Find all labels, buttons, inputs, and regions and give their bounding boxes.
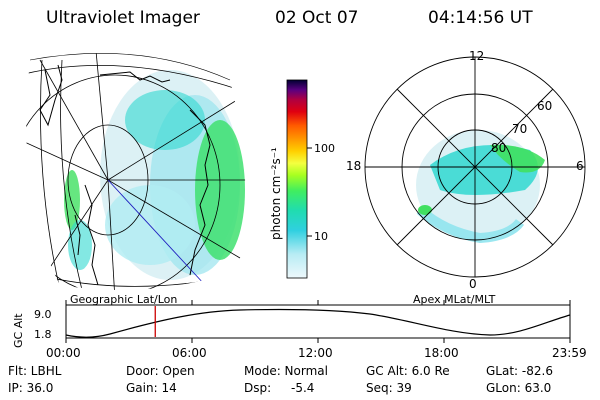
- mlat-label-80: 80: [491, 141, 506, 155]
- apex-polar-plot: [364, 56, 586, 278]
- dsp-value: -5.4: [291, 381, 315, 395]
- seq-info: Seq: 39: [366, 381, 412, 395]
- glat-info: GLat: -82.6: [486, 364, 553, 378]
- mlat-label-60: 60: [537, 99, 552, 113]
- aurora-emission: [68, 220, 92, 270]
- aurora-oval: [418, 205, 432, 215]
- colorbar: [286, 79, 312, 279]
- door-info: Door: Open: [126, 364, 195, 378]
- time-tick: 06:00: [172, 346, 207, 360]
- mlt-label-12: 12: [469, 49, 484, 63]
- aurora-oval: [490, 144, 545, 173]
- ip-info: IP: 36.0: [8, 381, 54, 395]
- gc-alt-info: GC Alt: 6.0 Re: [366, 364, 450, 378]
- mlt-label-18: 18: [346, 159, 361, 173]
- altitude-ytick-1.8: 1.8: [34, 328, 52, 341]
- mlt-label-0: 0: [469, 277, 477, 291]
- gain-info: Gain: 14: [126, 381, 177, 395]
- colorbar-tick-10: 10: [314, 230, 328, 243]
- geo-panel-label: Geographic Lat/Lon: [70, 293, 177, 306]
- aurora-emission: [125, 90, 205, 150]
- filter-info: Flt: LBHL: [8, 364, 62, 378]
- mode-info: Mode: Normal: [244, 364, 328, 378]
- altitude-ylabel: GC Alt: [12, 313, 25, 348]
- time-label: 04:14:56 UT: [428, 8, 533, 28]
- instrument-title: Ultraviolet Imager: [46, 8, 200, 28]
- aurora-oval: [416, 206, 525, 244]
- geographic-map: [26, 53, 246, 291]
- dsp-info: Dsp:: [244, 381, 272, 395]
- colorbar-unit-label: photon cm⁻²s⁻¹: [269, 147, 283, 240]
- time-tick: 00:00: [46, 346, 81, 360]
- date-label: 02 Oct 07: [275, 8, 359, 28]
- colorbar-tick-100: 100: [314, 142, 335, 155]
- altitude-curve: [65, 308, 571, 338]
- time-tick: 23:59: [552, 346, 587, 360]
- mlt-label-6: 6: [576, 159, 584, 173]
- time-tick: 18:00: [424, 346, 459, 360]
- glon-info: GLon: 63.0: [486, 381, 552, 395]
- apex-panel-label: Apex MLat/MLT: [413, 293, 496, 306]
- altitude-timeline: [65, 300, 571, 343]
- altitude-ytick-9: 9.0: [34, 308, 52, 321]
- mlat-label-70: 70: [512, 122, 527, 136]
- time-tick: 12:00: [298, 346, 333, 360]
